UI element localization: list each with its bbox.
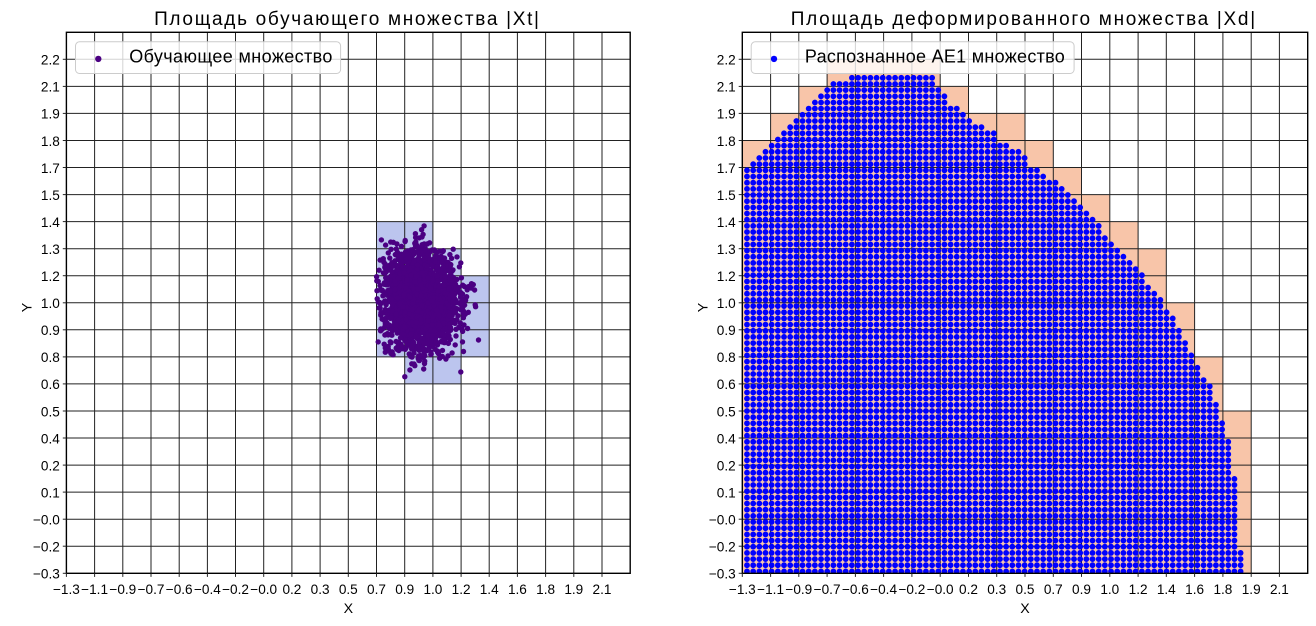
svg-text:1.0: 1.0 xyxy=(423,582,442,597)
svg-text:1.4: 1.4 xyxy=(717,215,736,230)
svg-text:0.1: 0.1 xyxy=(717,485,736,500)
svg-text:1.9: 1.9 xyxy=(717,107,736,122)
svg-text:2.1: 2.1 xyxy=(41,80,60,95)
svg-text:0.5: 0.5 xyxy=(339,582,358,597)
svg-text:−0.6: −0.6 xyxy=(842,582,869,597)
svg-text:Распознанное АЕ1 множество: Распознанное АЕ1 множество xyxy=(805,47,1065,67)
svg-text:0.8: 0.8 xyxy=(41,350,60,365)
svg-text:1.2: 1.2 xyxy=(1129,582,1148,597)
svg-text:0.2: 0.2 xyxy=(717,458,736,473)
svg-text:1.2: 1.2 xyxy=(41,269,60,284)
svg-text:1.8: 1.8 xyxy=(1213,582,1232,597)
svg-text:−0.2: −0.2 xyxy=(898,582,925,597)
svg-text:2.2: 2.2 xyxy=(717,53,736,68)
svg-text:X: X xyxy=(1020,601,1030,617)
svg-text:−0.9: −0.9 xyxy=(785,582,812,597)
svg-text:−0.0: −0.0 xyxy=(250,582,277,597)
svg-text:−1.1: −1.1 xyxy=(757,582,784,597)
svg-text:−0.2: −0.2 xyxy=(222,582,249,597)
svg-text:0.3: 0.3 xyxy=(987,582,1006,597)
svg-text:0.7: 0.7 xyxy=(1044,582,1063,597)
svg-text:1.5: 1.5 xyxy=(717,188,736,203)
svg-text:0.5: 0.5 xyxy=(717,404,736,419)
svg-text:0.7: 0.7 xyxy=(367,582,386,597)
svg-text:0.9: 0.9 xyxy=(1072,582,1091,597)
svg-text:0.6: 0.6 xyxy=(41,377,60,392)
svg-text:1.4: 1.4 xyxy=(1157,582,1176,597)
svg-text:Обучающее множество: Обучающее множество xyxy=(129,47,333,67)
svg-text:1.6: 1.6 xyxy=(1185,582,1204,597)
svg-text:1.4: 1.4 xyxy=(41,215,60,230)
svg-text:−1.3: −1.3 xyxy=(729,582,756,597)
svg-text:1.9: 1.9 xyxy=(564,582,583,597)
svg-text:−0.4: −0.4 xyxy=(870,582,897,597)
svg-text:−0.2: −0.2 xyxy=(33,540,60,555)
svg-text:0.5: 0.5 xyxy=(41,404,60,419)
svg-text:1.0: 1.0 xyxy=(1100,582,1119,597)
svg-text:0.9: 0.9 xyxy=(41,323,60,338)
svg-text:−1.1: −1.1 xyxy=(81,582,108,597)
svg-text:−0.0: −0.0 xyxy=(927,582,954,597)
svg-text:1.5: 1.5 xyxy=(41,188,60,203)
svg-text:−0.2: −0.2 xyxy=(709,540,736,555)
svg-text:2.1: 2.1 xyxy=(593,582,612,597)
svg-text:−0.9: −0.9 xyxy=(109,582,136,597)
svg-text:−0.7: −0.7 xyxy=(138,582,165,597)
svg-text:1.7: 1.7 xyxy=(41,161,60,176)
svg-text:−0.3: −0.3 xyxy=(709,567,736,582)
svg-text:−1.3: −1.3 xyxy=(53,582,80,597)
svg-text:−0.7: −0.7 xyxy=(814,582,841,597)
svg-text:0.8: 0.8 xyxy=(717,350,736,365)
svg-text:2.2: 2.2 xyxy=(41,53,60,68)
svg-text:1.0: 1.0 xyxy=(41,296,60,311)
svg-text:1.3: 1.3 xyxy=(717,242,736,257)
svg-text:1.3: 1.3 xyxy=(41,242,60,257)
svg-text:1.8: 1.8 xyxy=(41,134,60,149)
svg-text:1.0: 1.0 xyxy=(717,296,736,311)
svg-text:1.4: 1.4 xyxy=(480,582,499,597)
svg-text:2.1: 2.1 xyxy=(1270,582,1289,597)
svg-text:−0.6: −0.6 xyxy=(166,582,193,597)
svg-text:0.9: 0.9 xyxy=(717,323,736,338)
svg-text:0.2: 0.2 xyxy=(41,458,60,473)
svg-text:1.6: 1.6 xyxy=(508,582,527,597)
svg-text:0.1: 0.1 xyxy=(41,485,60,500)
svg-text:−0.0: −0.0 xyxy=(33,513,60,528)
svg-text:1.9: 1.9 xyxy=(1242,582,1261,597)
svg-text:1.2: 1.2 xyxy=(452,582,471,597)
svg-text:−0.0: −0.0 xyxy=(709,513,736,528)
svg-text:1.7: 1.7 xyxy=(717,161,736,176)
svg-text:−0.4: −0.4 xyxy=(194,582,221,597)
svg-text:0.2: 0.2 xyxy=(959,582,978,597)
svg-text:Y: Y xyxy=(696,302,712,312)
svg-text:Y: Y xyxy=(20,302,36,312)
svg-text:1.2: 1.2 xyxy=(717,269,736,284)
svg-text:−0.3: −0.3 xyxy=(33,567,60,582)
svg-text:0.5: 0.5 xyxy=(1016,582,1035,597)
svg-text:1.9: 1.9 xyxy=(41,107,60,122)
svg-text:1.8: 1.8 xyxy=(717,134,736,149)
svg-text:X: X xyxy=(344,601,354,617)
svg-text:Площадь обучающего множества |: Площадь обучающего множества |Xt| xyxy=(154,9,541,30)
svg-text:Площадь деформированного множе: Площадь деформированного множества |Xd| xyxy=(791,9,1257,30)
svg-text:2.1: 2.1 xyxy=(717,80,736,95)
svg-text:1.8: 1.8 xyxy=(536,582,555,597)
svg-text:0.6: 0.6 xyxy=(717,377,736,392)
svg-text:0.9: 0.9 xyxy=(395,582,414,597)
svg-text:0.2: 0.2 xyxy=(282,582,301,597)
svg-text:0.4: 0.4 xyxy=(717,431,736,446)
svg-text:0.4: 0.4 xyxy=(41,431,60,446)
svg-text:0.3: 0.3 xyxy=(311,582,330,597)
